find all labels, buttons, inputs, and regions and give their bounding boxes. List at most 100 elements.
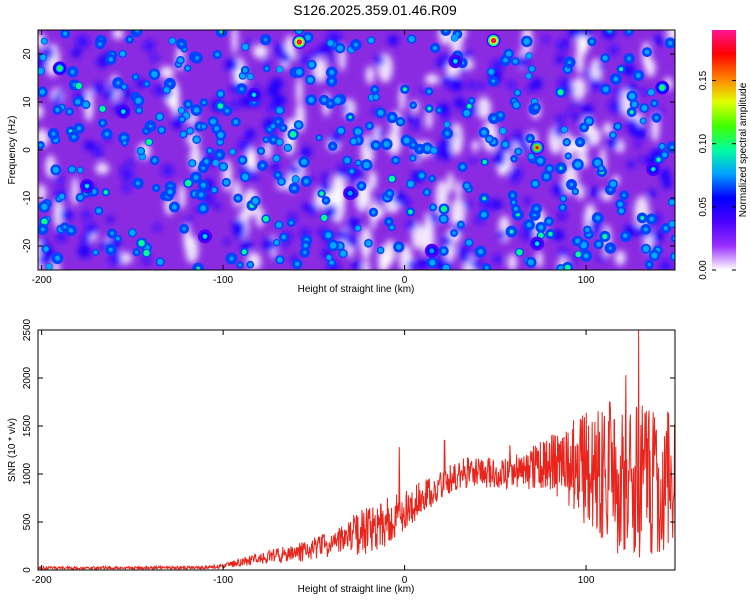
- heatmap-core: [242, 67, 248, 73]
- heatmap-patch: [245, 128, 256, 140]
- heatmap-core: [561, 196, 566, 201]
- colorbar: 0.00 0.05 0.10 0.15 Normalized spectral amp…: [698, 30, 749, 280]
- heatmap-patch: [542, 36, 550, 44]
- heatmap-patch: [555, 114, 565, 125]
- heatmap-core: [502, 141, 509, 148]
- heatmap-patch: [411, 121, 420, 131]
- heatmap-core: [622, 193, 626, 197]
- heatmap-core: [210, 118, 216, 125]
- heatmap-core: [442, 264, 450, 270]
- heatmap-core: [274, 240, 280, 246]
- heatmap-trough: [455, 180, 462, 201]
- heatmap-core: [156, 113, 163, 120]
- heatmap-core: [393, 158, 398, 163]
- heatmap-core: [636, 73, 641, 78]
- heatmap-patch: [418, 258, 429, 270]
- heatmap-core: [278, 178, 285, 185]
- heatmap-core: [55, 107, 60, 112]
- heatmap-core: [481, 129, 487, 136]
- heatmap-patch: [451, 131, 458, 138]
- heatmap-patch: [493, 151, 507, 165]
- heatmap-core: [648, 89, 655, 96]
- heatmap-core: [482, 196, 487, 201]
- y-tick-label: 20: [22, 48, 33, 60]
- heatmap-core: [321, 214, 328, 221]
- heatmap-core: [325, 232, 332, 239]
- heatmap-core: [171, 204, 177, 210]
- heatmap-core: [119, 51, 126, 57]
- heatmap-patch: [511, 130, 525, 144]
- heatmap-core: [38, 67, 44, 75]
- heatmap-patch: [387, 35, 399, 46]
- heatmap-core: [499, 127, 507, 135]
- heatmap-patch: [320, 180, 328, 189]
- heatmap-trough: [38, 104, 44, 119]
- heatmap-x-axis-label: Height of straight line (km): [298, 284, 415, 295]
- y-tick-label: 1000: [22, 462, 33, 485]
- colorbar-tick-label: 0.05: [698, 197, 709, 217]
- heatmap-core: [512, 157, 516, 161]
- heatmap-core: [122, 141, 127, 145]
- heatmap-patch: [651, 229, 664, 243]
- heatmap-core: [217, 103, 224, 109]
- heatmap-core: [329, 70, 335, 75]
- heatmap-core: [410, 156, 415, 161]
- heatmap-core: [145, 139, 153, 146]
- heatmap-core: [543, 173, 550, 180]
- heatmap-patch: [84, 140, 95, 151]
- heatmap-core: [281, 235, 286, 240]
- heatmap-patch: [626, 82, 637, 94]
- heatmap-core: [180, 42, 184, 46]
- heatmap-core: [303, 178, 309, 184]
- heatmap-core: [184, 179, 192, 187]
- heatmap-core: [491, 116, 496, 121]
- heatmap-core: [217, 132, 224, 139]
- heatmap-core: [486, 136, 492, 142]
- heatmap-core: [424, 145, 431, 152]
- heatmap-core: [444, 121, 450, 128]
- heatmap-patch: [266, 85, 279, 98]
- heatmap-core: [169, 37, 176, 44]
- x-tick-label: 0: [402, 575, 408, 586]
- heatmap-patch: [71, 48, 81, 58]
- heatmap-patch: [270, 162, 280, 172]
- heatmap-patch: [581, 104, 594, 116]
- heatmap-core: [204, 159, 209, 165]
- heatmap-patch: [237, 138, 252, 153]
- heatmap-core: [300, 158, 308, 166]
- heatmap-core: [329, 242, 337, 249]
- heatmap-trough: [446, 172, 454, 193]
- heatmap-core: [217, 152, 222, 157]
- heatmap-core: [564, 139, 570, 145]
- heatmap-core: [547, 166, 552, 171]
- heatmap-core: [426, 89, 432, 94]
- heatmap-core: [498, 113, 503, 118]
- x-tick-label: -100: [213, 275, 233, 286]
- heatmap-core: [235, 196, 241, 201]
- heatmap-core: [324, 198, 328, 203]
- heatmap-core: [276, 139, 283, 146]
- heatmap-core: [613, 76, 619, 82]
- heatmap-core: [163, 86, 170, 93]
- heatmap-cell: [215, 30, 228, 38]
- heatmap-core: [326, 254, 332, 261]
- heatmap-core: [40, 54, 47, 61]
- heatmap-core: [441, 248, 447, 254]
- heatmap-patch: [214, 203, 221, 210]
- heatmap-core: [350, 138, 357, 145]
- heatmap-core: [182, 227, 186, 231]
- heatmap-trough: [296, 76, 303, 106]
- heatmap-core: [538, 224, 544, 230]
- heatmap-core: [430, 176, 434, 181]
- heatmap-core: [67, 109, 72, 114]
- heatmap-core: [63, 31, 68, 36]
- heatmap-core: [220, 163, 227, 170]
- heatmap-trough: [95, 162, 110, 175]
- snr-x-axis-label: Height of straight line (km): [298, 584, 415, 595]
- heatmap-core: [388, 175, 396, 182]
- heatmap-patch: [470, 258, 484, 270]
- heatmap-core: [627, 30, 631, 33]
- heatmap-core: [273, 155, 280, 162]
- heatmap-core: [523, 38, 531, 45]
